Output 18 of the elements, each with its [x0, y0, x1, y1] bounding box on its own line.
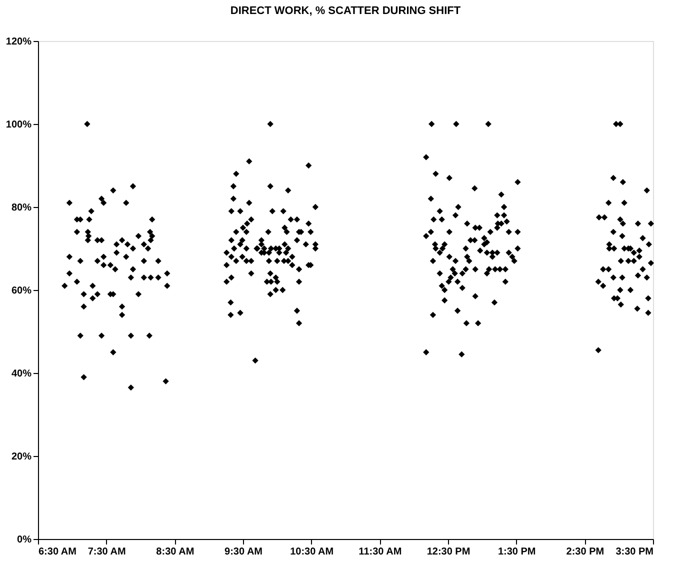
y-tick-label: 20%	[11, 452, 32, 462]
y-tick-label: 100%	[6, 120, 32, 130]
x-tick-label: 9:30 AM	[224, 546, 262, 558]
x-tick-label: 11:30 AM	[358, 546, 402, 558]
y-tick-label: 40%	[11, 368, 32, 380]
y-tick-label: 60%	[11, 286, 32, 296]
x-tick-label: 8:30 AM	[156, 546, 194, 558]
y-tick-label: 0%	[17, 534, 32, 546]
chart-title: DIRECT WORK, % SCATTER DURING SHIFT	[230, 5, 461, 17]
y-tick-label: 120%	[6, 36, 32, 48]
x-tick-label: 2:30 PM	[566, 546, 604, 558]
x-tick-label: 6:30 AM	[38, 546, 76, 558]
x-tick-label: 1:30 PM	[498, 546, 536, 558]
x-tick-label: 3:30 PM	[616, 546, 654, 558]
y-tick-label: 80%	[11, 202, 32, 214]
x-tick-label: 12:30 PM	[426, 546, 470, 558]
x-tick-label: 10:30 AM	[290, 546, 334, 558]
x-tick-label: 7:30 AM	[88, 546, 126, 558]
